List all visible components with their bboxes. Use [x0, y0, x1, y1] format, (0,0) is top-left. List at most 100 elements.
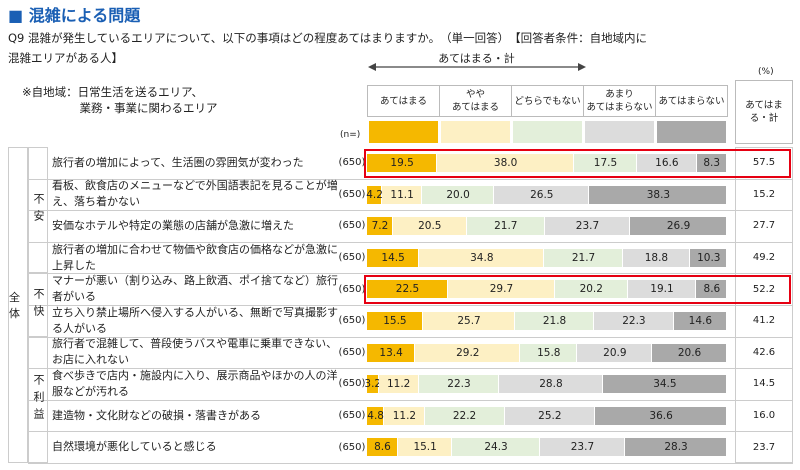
legend-swatch	[585, 121, 654, 143]
category-label: 旅行者の増加に合わせて物価や飲食店の価格などが急激に上昇した	[52, 242, 338, 272]
bar-segment	[515, 312, 594, 330]
value-label: 18.8	[644, 251, 669, 264]
value-label: 29.7	[489, 283, 514, 296]
n-header: (n=)	[340, 130, 361, 140]
total-label: 23.7	[752, 441, 776, 453]
n-label: (650)	[338, 346, 366, 358]
value-label: 4.2	[366, 188, 383, 201]
arrow-label: あてはまる・計	[438, 52, 515, 65]
totals-header: あてはまる・計	[735, 80, 793, 144]
bar-segment	[424, 406, 505, 425]
bar-segment	[437, 154, 574, 172]
value-label: 20.2	[579, 283, 603, 296]
value-label: 22.2	[452, 409, 477, 422]
bar-segment	[448, 280, 555, 299]
total-label: 52.2	[752, 283, 776, 295]
value-label: 20.6	[677, 346, 702, 359]
total-label: 27.7	[752, 220, 776, 232]
legend-swatch	[441, 121, 510, 143]
bar-segment	[397, 438, 453, 457]
bar-segment	[367, 375, 379, 394]
value-label: 8.6	[703, 283, 721, 296]
bar-segment	[367, 312, 423, 330]
bar-segment	[589, 185, 728, 204]
legend-swatch	[369, 121, 438, 143]
bar-segment	[499, 375, 603, 394]
value-label: 22.3	[622, 315, 646, 327]
value-label: 19.1	[650, 283, 674, 296]
total-label: 16.0	[752, 410, 776, 422]
value-label: 15.8	[537, 346, 561, 359]
value-label: 25.2	[538, 409, 562, 422]
bar-segment	[544, 248, 623, 267]
bar-segment	[422, 312, 516, 330]
value-label: 20.0	[446, 188, 470, 201]
value-label: 15.5	[383, 315, 407, 327]
value-label: 7.2	[371, 220, 389, 233]
arrow	[368, 63, 586, 71]
bar-segment	[367, 154, 438, 172]
category-label: マナーが悪い（割り込み、路上飲酒、ポイ捨てなど）旅行者がいる	[52, 274, 338, 304]
bar-segment	[384, 406, 425, 425]
value-label: 21.8	[542, 315, 567, 327]
bar-segment	[367, 406, 385, 425]
n-label: (650)	[338, 220, 366, 232]
bar-segment	[622, 248, 691, 267]
highlight-box	[364, 149, 791, 178]
value-label: 11.2	[392, 409, 417, 422]
legend-swatch	[657, 121, 726, 143]
group-label: 不安	[28, 147, 48, 274]
value-label: 22.5	[395, 283, 420, 296]
bar-segment	[577, 343, 653, 362]
value-label: 34.8	[470, 251, 494, 264]
value-label: 11.1	[390, 188, 414, 201]
bar-segment	[367, 438, 398, 457]
value-label: 10.3	[697, 251, 721, 264]
value-label: 28.8	[539, 378, 563, 391]
bar-segment	[630, 217, 727, 236]
bar-segment	[627, 280, 697, 299]
row-line	[28, 336, 793, 338]
value-label: 13.4	[379, 346, 403, 359]
legend-label: あてはまる	[367, 85, 440, 117]
value-label: 17.5	[593, 157, 618, 169]
bar-segment	[378, 375, 419, 394]
group-label: 不快	[28, 273, 48, 337]
value-label: 14.5	[381, 251, 405, 264]
segment-label: 全体	[8, 147, 28, 463]
bar-segment	[367, 248, 420, 267]
bar-segment	[574, 154, 637, 172]
bar-segment	[652, 343, 727, 362]
value-label: 26.9	[666, 220, 691, 233]
row-line	[28, 210, 793, 212]
total-label: 15.2	[752, 188, 776, 200]
total-label: 41.2	[752, 315, 776, 327]
value-label: 11.2	[386, 378, 411, 391]
total-label: 42.6	[752, 346, 776, 358]
n-label: (650)	[338, 315, 366, 327]
value-label: 38.3	[646, 188, 671, 201]
bar-segment	[625, 438, 727, 457]
value-label: 24.3	[484, 441, 508, 454]
category-label: 自然環境が悪化していると感じる	[52, 440, 217, 454]
n-label: (650)	[338, 410, 366, 422]
bar-segment	[593, 312, 675, 330]
bar-segment	[418, 375, 500, 394]
value-label: 8.3	[703, 157, 721, 169]
legend-label: やや あてはまる	[439, 85, 512, 117]
bar-segment	[494, 185, 590, 204]
row-line	[28, 399, 793, 401]
legend-label: あまり あてはまらない	[583, 85, 656, 117]
value-label: 26.5	[530, 188, 554, 201]
value-label: 8.6	[374, 441, 391, 454]
bar-segment	[544, 217, 631, 236]
value-label: 20.9	[603, 346, 627, 359]
note: ※自地域：日常生活を送るエリア、 業務・事業に関わるエリア	[22, 85, 218, 115]
total-label: 14.5	[752, 378, 776, 390]
bar-segment	[422, 185, 495, 204]
bar-segment	[367, 280, 448, 299]
chart-title: ■ 混雑による問題	[8, 6, 141, 25]
category-label: 食べ歩きで店内・施設内に入り、展示商品やほかの人の洋服などが汚れる	[52, 368, 338, 398]
value-label: 23.7	[575, 220, 600, 233]
